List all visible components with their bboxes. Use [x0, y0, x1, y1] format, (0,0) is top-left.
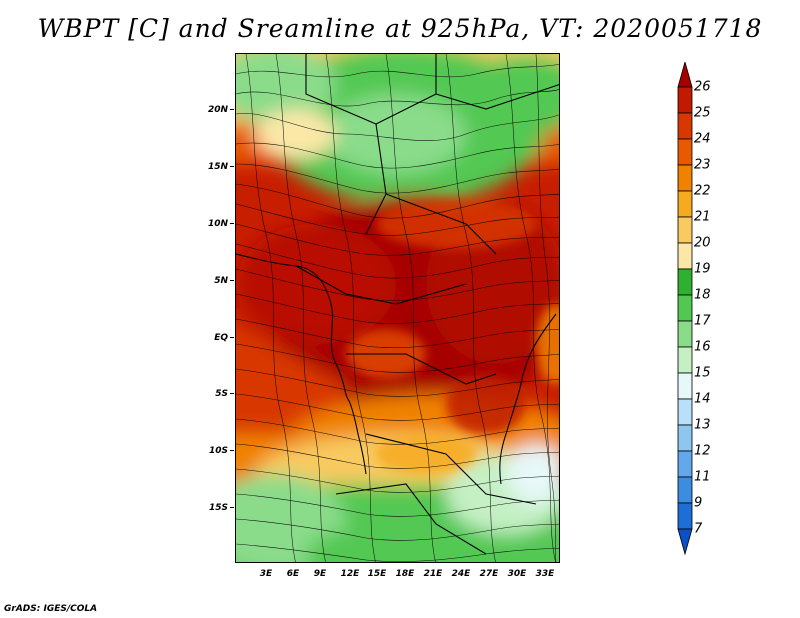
wbpt-map	[235, 53, 560, 563]
colorbar-label-13: 13	[694, 417, 711, 433]
lon-label-33e: 33E	[535, 569, 555, 579]
colorbar-label-18: 18	[694, 287, 711, 303]
colorbar-segment	[677, 268, 693, 296]
lat-label-10n: 10N	[208, 219, 234, 229]
lat-label-eq: EQ	[214, 333, 234, 343]
colorbar-label-9: 9	[694, 495, 703, 511]
streamlines	[236, 54, 559, 562]
lon-label-9e: 9E	[313, 569, 327, 579]
colorbar-label-19: 19	[694, 261, 711, 277]
lon-label-15e: 15E	[367, 569, 387, 579]
lon-label-6e: 6E	[286, 569, 300, 579]
colorbar-label-7: 7	[694, 521, 703, 537]
colorbar-segment	[677, 294, 693, 322]
colorbar-segment	[677, 138, 693, 166]
colorbar-segment	[677, 112, 693, 140]
colorbar-label-21: 21	[694, 209, 711, 225]
colorbar-label-17: 17	[694, 313, 711, 329]
colorbar-segment	[677, 242, 693, 270]
colorbar-label-16: 16	[694, 339, 711, 355]
colorbar-label-26: 26	[694, 79, 711, 95]
colorbar-label-23: 23	[694, 157, 711, 173]
lat-label-20n: 20N	[208, 105, 234, 115]
colorbar-label-11: 11	[694, 469, 711, 485]
lat-label-5s: 5S	[215, 389, 234, 399]
colorbar-bottom-arrow	[677, 528, 693, 556]
lon-label-21e: 21E	[423, 569, 443, 579]
colorbar-label-12: 12	[694, 443, 711, 459]
lat-label-15n: 15N	[208, 162, 234, 172]
colorbar-segment	[677, 164, 693, 192]
colorbar-label-22: 22	[694, 183, 711, 199]
colorbar-segment	[677, 346, 693, 374]
lon-label-3e: 3E	[259, 569, 273, 579]
colorbar-segment	[677, 502, 693, 530]
colorbar-segment	[677, 190, 693, 218]
lat-label-15s: 15S	[209, 503, 234, 513]
colorbar-segment	[677, 424, 693, 452]
lat-label-10s: 10S	[209, 446, 234, 456]
grads-credit: GrADS: IGES/COLA	[4, 604, 98, 614]
colorbar-segment	[677, 450, 693, 478]
colorbar-label-25: 25	[694, 105, 711, 121]
colorbar-segment	[677, 476, 693, 504]
colorbar	[677, 62, 693, 556]
colorbar-top-arrow	[677, 62, 693, 88]
lon-label-30e: 30E	[507, 569, 527, 579]
colorbar-segment	[677, 216, 693, 244]
colorbar-segment	[677, 372, 693, 400]
lon-label-18e: 18E	[395, 569, 415, 579]
colorbar-label-15: 15	[694, 365, 711, 381]
colorbar-label-14: 14	[694, 391, 711, 407]
lon-label-24e: 24E	[451, 569, 471, 579]
lon-label-12e: 12E	[340, 569, 360, 579]
lon-label-27e: 27E	[479, 569, 499, 579]
colorbar-label-24: 24	[694, 131, 711, 147]
colorbar-segment	[677, 398, 693, 426]
lat-label-5n: 5N	[214, 276, 234, 286]
temperature-field	[236, 54, 559, 562]
map-title: WBPT [C] and Sreamline at 925hPa, VT: 20…	[37, 14, 763, 43]
colorbar-segment	[677, 86, 693, 114]
colorbar-segment	[677, 320, 693, 348]
colorbar-label-20: 20	[694, 235, 711, 251]
